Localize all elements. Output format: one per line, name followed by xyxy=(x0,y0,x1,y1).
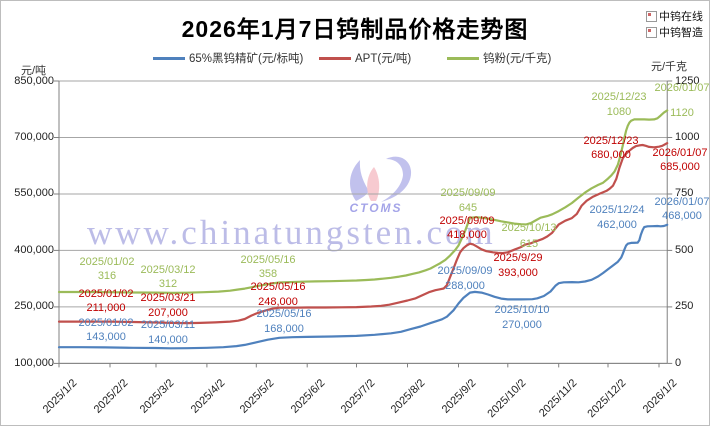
brand-text-online: 中钨在线 xyxy=(659,11,703,23)
brand-icon-1 xyxy=(646,10,657,22)
annotation-value: 1080 xyxy=(606,106,632,118)
annotation-value: 207,000 xyxy=(148,307,188,319)
annotation-date: 2025/09/09 xyxy=(439,215,495,227)
annotation-value: 645 xyxy=(458,202,478,214)
annotation-value: 685,000 xyxy=(660,161,700,173)
annotation-value: 418,000 xyxy=(447,229,487,241)
watermark-text: www.chinatungsten.com xyxy=(87,213,496,252)
annotation-value: 248,000 xyxy=(258,296,298,308)
annotation-date: 2026/01/07 xyxy=(654,196,710,208)
annotation-date: 2025/01/02 xyxy=(79,256,135,268)
annotation-value: 1120 xyxy=(670,107,694,119)
annotation-value: 143,000 xyxy=(86,331,126,343)
annotation-date: 2025/03/21 xyxy=(140,292,196,304)
brand-links: 中钨在线 中钨智造 xyxy=(646,8,703,40)
legend-label-wolframite: 65%黑钨精矿(元/标吨) xyxy=(189,53,304,65)
annotation-value: 393,000 xyxy=(498,267,538,279)
right-axis-unit: 元/千克 xyxy=(651,61,688,73)
left-axis-tick-label: 550,000 xyxy=(14,187,54,200)
annotation-date: 2026/01/07 xyxy=(654,82,710,94)
annotation-value: 462,000 xyxy=(597,219,637,231)
ctoms-logo: CTOMS xyxy=(349,156,412,215)
annotation-date: 2026/01/07 xyxy=(652,147,708,159)
right-axis-tick-label: 750 xyxy=(675,187,694,200)
logo-mid-petal xyxy=(367,167,380,201)
annotation-value: 358 xyxy=(258,268,278,280)
brand-row-2: 中钨智造 xyxy=(646,24,703,40)
annotation-value: 316 xyxy=(97,270,117,282)
annotation-value: 680,000 xyxy=(591,149,631,161)
annotation-value: 468,000 xyxy=(662,210,702,222)
right-axis-tick-label: 1250 xyxy=(675,74,700,87)
annotation-value: 270,000 xyxy=(502,319,542,331)
annotation-date: 2025/01/02 xyxy=(78,288,134,300)
annotation-value: 312 xyxy=(158,278,178,290)
annotation-date: 2025/12/24 xyxy=(589,204,645,216)
annotation-date: 2025/05/16 xyxy=(240,254,296,266)
annotation-date: 2025/12/23 xyxy=(591,91,647,103)
left-axis-tick-label: 400,000 xyxy=(14,243,54,256)
left-axis-tick-label: 850,000 xyxy=(14,74,54,87)
annotation-value: 615 xyxy=(519,238,539,250)
annotation-date: 2025/9/29 xyxy=(493,252,543,264)
legend-item-wolframite: 65%黑钨精矿(元/标吨) xyxy=(153,50,303,66)
legend-line-green xyxy=(447,56,479,60)
series-line-tungsten-powder xyxy=(57,109,669,294)
annotation-date: 2025/03/11 xyxy=(140,319,196,331)
logo-left-petal xyxy=(350,160,369,201)
chart-legend: 65%黑钨精矿(元/标吨) APT(元/吨) 钨粉(元/千克) xyxy=(1,50,709,66)
legend-line-red xyxy=(319,56,351,60)
brand-row-1: 中钨在线 xyxy=(646,8,703,24)
legend-label-powder: 钨粉(元/千克) xyxy=(483,53,552,65)
page-title: 2026年1月7日钨制品价格走势图 xyxy=(181,16,529,42)
series-line-apt xyxy=(57,142,669,325)
legend-label-apt: APT(元/吨) xyxy=(355,53,412,65)
annotation-value: 140,000 xyxy=(148,334,188,346)
annotation-date: 2025/10/13 xyxy=(501,222,557,234)
brand-text-smart: 中钨智造 xyxy=(659,27,703,39)
left-axis-tick-label: 700,000 xyxy=(14,130,54,143)
right-axis-tick-label: 0 xyxy=(675,356,682,369)
left-axis-unit: 元/吨 xyxy=(21,65,47,77)
annotation-date: 2025/09/09 xyxy=(437,265,493,277)
annotation-value: 211,000 xyxy=(86,302,126,314)
left-axis-tick-label: 100,000 xyxy=(14,356,54,369)
right-axis-tick-label: 250 xyxy=(675,300,694,313)
annotation-date: 2025/05/16 xyxy=(250,281,306,293)
annotation-date: 2025/12/23 xyxy=(583,135,639,147)
annotation-value: 168,000 xyxy=(264,323,304,335)
logo-right-swoosh xyxy=(381,156,412,202)
annotation-date: 2025/05/16 xyxy=(256,308,312,320)
logo-wordmark: CTOMS xyxy=(349,201,402,215)
annotation-date: 2025/09/09 xyxy=(440,187,496,199)
right-axis-tick-label: 500 xyxy=(675,243,694,256)
annotation-date: 2025/01/02 xyxy=(78,317,134,329)
series-line-wolframite xyxy=(57,223,669,350)
legend-line-blue xyxy=(153,56,185,60)
right-axis-tick-label: 1000 xyxy=(675,130,700,143)
brand-icon-2 xyxy=(646,26,657,38)
annotation-date: 2025/10/10 xyxy=(494,304,550,316)
legend-item-apt: APT(元/吨) xyxy=(319,50,411,66)
legend-item-powder: 钨粉(元/千克) xyxy=(447,50,551,66)
annotation-date: 2025/03/12 xyxy=(140,264,196,276)
left-axis-tick-label: 250,000 xyxy=(14,300,54,313)
annotation-value: 288,000 xyxy=(445,280,485,292)
